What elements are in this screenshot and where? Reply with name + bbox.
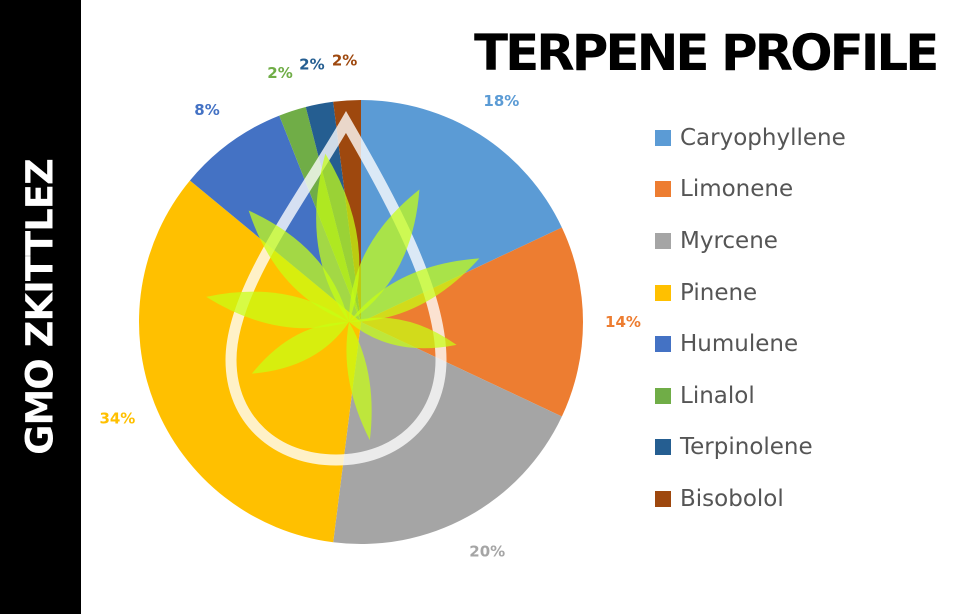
legend-item-pinene: Pinene	[655, 267, 846, 319]
legend-swatch	[655, 387, 671, 404]
legend-item-humulene: Humulene	[655, 318, 846, 370]
legend-swatch	[655, 129, 671, 146]
pie-chart: 18% 14% 20% 34% 8% 2% 2% 2%	[99, 52, 641, 561]
value-labels: 18% 14% 20% 34% 8% 2% 2% 2%	[99, 52, 641, 561]
value-label-pinene: 34%	[99, 409, 135, 427]
strain-name: GMO ZKITTLEZ	[18, 159, 62, 455]
legend-item-bisobolol: Bisobolol	[655, 473, 846, 525]
legend-swatch	[655, 490, 671, 507]
legend-item-terpinolene: Terpinolene	[655, 422, 846, 474]
legend: Caryophyllene Limonene Myrcene Pinene Humule…	[655, 112, 846, 525]
legend-label: Limonene	[680, 176, 794, 203]
legend-label: Terpinolene	[680, 434, 813, 461]
legend-label: Bisobolol	[680, 485, 784, 512]
legend-item-caryophyllene: Caryophyllene	[655, 112, 846, 164]
legend-item-limonene: Limonene	[655, 164, 846, 216]
value-label-bisobolol: 2%	[332, 52, 357, 70]
legend-item-myrcene: Myrcene	[655, 215, 846, 267]
pie-slices	[138, 100, 583, 544]
value-label-limonene: 14%	[605, 313, 641, 331]
value-label-myrcene: 20%	[469, 543, 505, 561]
legend-label: Linalol	[680, 382, 755, 409]
value-label-terpinolene: 2%	[299, 56, 324, 74]
legend-label: Humulene	[680, 331, 799, 358]
legend-item-linalol: Linalol	[655, 370, 846, 422]
legend-label: Myrcene	[680, 227, 778, 254]
legend-swatch	[655, 181, 671, 198]
legend-swatch	[655, 232, 671, 249]
side-banner: GMO ZKITTLEZ	[0, 0, 81, 614]
value-label-humulene: 8%	[194, 101, 219, 119]
legend-label: Pinene	[680, 279, 758, 306]
legend-swatch	[655, 284, 671, 301]
legend-swatch	[655, 439, 671, 456]
legend-swatch	[655, 336, 671, 353]
chart-title: TERPENE PROFILE	[474, 24, 939, 82]
value-label-caryophyllene: 18%	[483, 92, 519, 110]
legend-label: Caryophyllene	[680, 124, 846, 151]
value-label-linalol: 2%	[267, 64, 292, 82]
